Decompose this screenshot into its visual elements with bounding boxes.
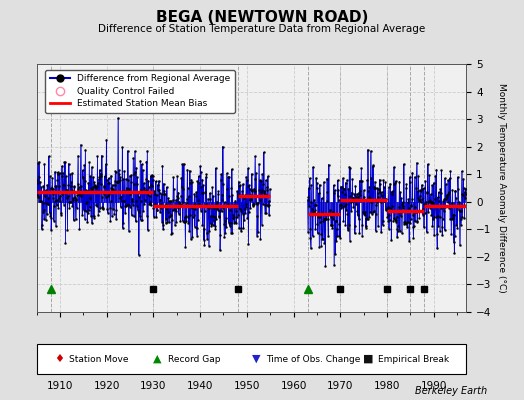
Text: 1960: 1960 (280, 381, 307, 391)
Text: 1950: 1950 (234, 381, 260, 391)
FancyBboxPatch shape (37, 344, 466, 374)
Text: Record Gap: Record Gap (168, 354, 220, 364)
Text: BEGA (NEWTOWN ROAD): BEGA (NEWTOWN ROAD) (156, 10, 368, 25)
Text: ▲: ▲ (152, 354, 161, 364)
Text: ♦: ♦ (54, 354, 64, 364)
Text: Time of Obs. Change: Time of Obs. Change (267, 354, 361, 364)
Text: 1940: 1940 (187, 381, 213, 391)
Y-axis label: Monthly Temperature Anomaly Difference (°C): Monthly Temperature Anomaly Difference (… (497, 83, 506, 293)
Text: 1980: 1980 (374, 381, 400, 391)
Text: Berkeley Earth: Berkeley Earth (415, 386, 487, 396)
Text: Station Move: Station Move (69, 354, 128, 364)
Text: Empirical Break: Empirical Break (378, 354, 450, 364)
Text: 1990: 1990 (420, 381, 447, 391)
Text: Difference of Station Temperature Data from Regional Average: Difference of Station Temperature Data f… (99, 24, 425, 34)
Text: ▼: ▼ (252, 354, 260, 364)
Text: 1920: 1920 (94, 381, 120, 391)
Text: 1910: 1910 (47, 381, 73, 391)
Text: 1930: 1930 (140, 381, 167, 391)
Text: ■: ■ (363, 354, 374, 364)
Legend: Difference from Regional Average, Quality Control Failed, Estimated Station Mean: Difference from Regional Average, Qualit… (46, 70, 235, 113)
Text: 1970: 1970 (327, 381, 354, 391)
